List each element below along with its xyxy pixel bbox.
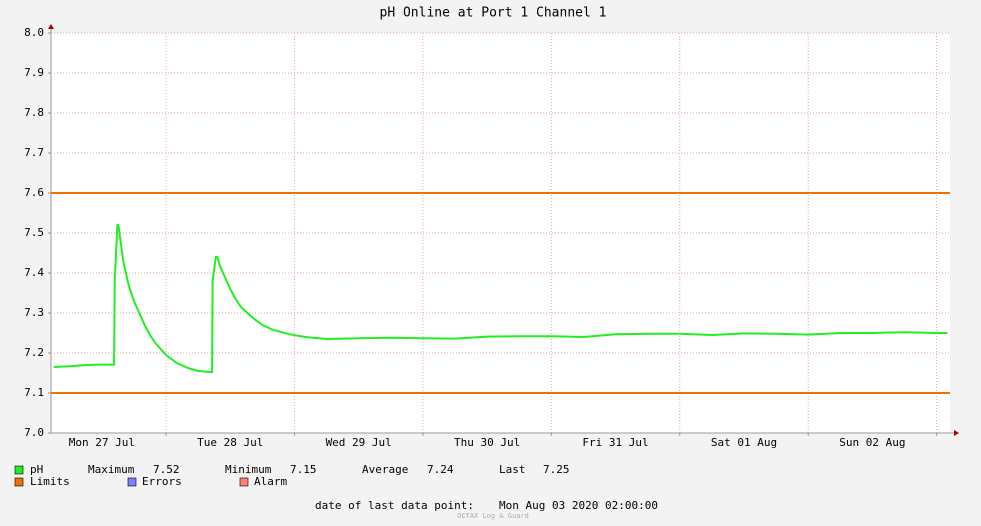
axis-arrow (48, 24, 54, 29)
legend-swatch (127, 477, 137, 487)
x-tick-label: Thu 30 Jul (454, 436, 520, 449)
legend-label: Limits (30, 475, 70, 488)
y-tick-label: 7.6 (24, 186, 44, 199)
stat-value: 7.25 (543, 463, 570, 476)
y-tick-label: 7.9 (24, 66, 44, 79)
legend-swatch (239, 477, 249, 487)
legend-label: Alarm (254, 475, 287, 488)
y-tick-label: 7.2 (24, 346, 44, 359)
legend-label: Errors (142, 475, 182, 488)
y-tick-label: 7.5 (24, 226, 44, 239)
y-tick-label: 7.8 (24, 106, 44, 119)
y-tick-label: 7.1 (24, 386, 44, 399)
data-line (53, 224, 948, 374)
x-tick-label: Sun 02 Aug (839, 436, 905, 449)
stat-value: 7.15 (290, 463, 317, 476)
legend-swatch (14, 465, 24, 475)
y-tick-label: 7.0 (24, 426, 44, 439)
y-tick-label: 7.3 (24, 306, 44, 319)
x-tick-label: Fri 31 Jul (582, 436, 648, 449)
stat-label: Maximum (88, 463, 135, 476)
axis-arrow (954, 430, 959, 436)
x-tick-label: Sat 01 Aug (711, 436, 777, 449)
stat-value: 7.52 (153, 463, 180, 476)
x-tick-label: Tue 28 Jul (197, 436, 263, 449)
plot-area (51, 33, 950, 433)
legend-label: pH (30, 463, 43, 476)
stat-value: 7.24 (427, 463, 454, 476)
x-tick-label: Mon 27 Jul (69, 436, 135, 449)
chart-title: pH Online at Port 1 Channel 1 (380, 6, 607, 21)
watermark: OCTAX Log & Guard (457, 512, 529, 520)
stat-label: Minimum (225, 463, 272, 476)
y-tick-label: 8.0 (24, 26, 44, 39)
stat-label: Last (499, 463, 526, 476)
y-tick-label: 7.4 (24, 266, 44, 279)
legend-swatch (14, 477, 24, 487)
stat-label: Average (362, 463, 408, 476)
last-point-label: date of last data point: (315, 499, 474, 512)
x-tick-label: Wed 29 Jul (326, 436, 392, 449)
y-tick-label: 7.7 (24, 146, 44, 159)
last-point: Mon Aug 03 2020 02:00:00 (499, 499, 658, 512)
